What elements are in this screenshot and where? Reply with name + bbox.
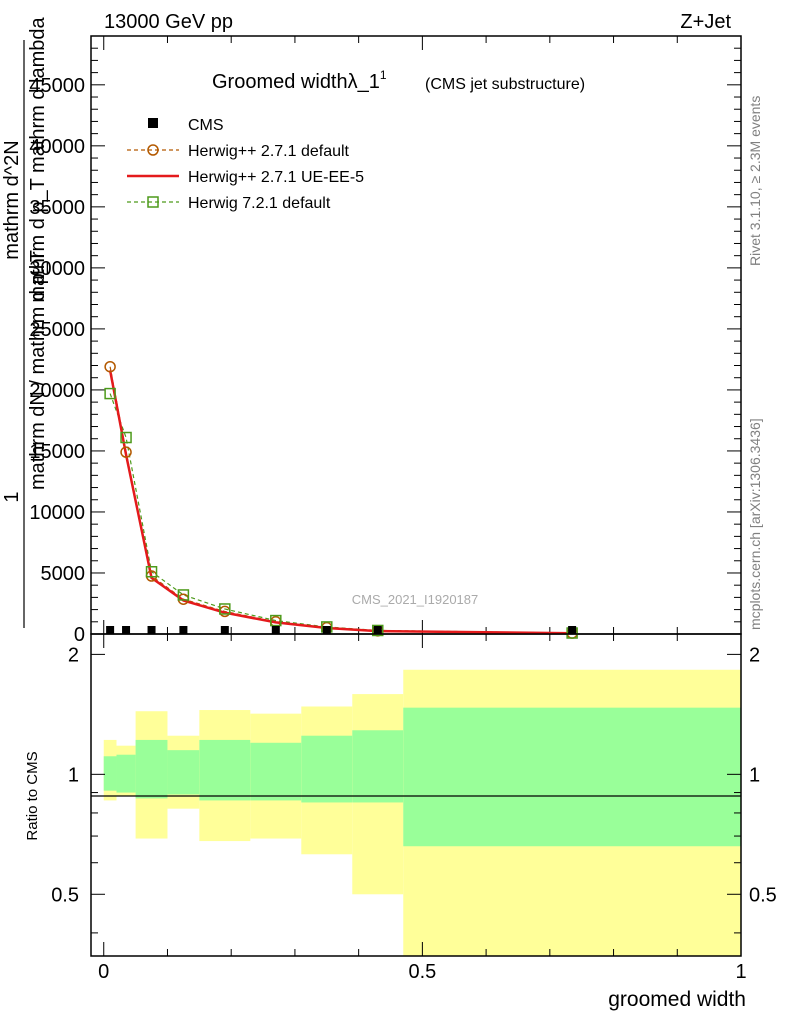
cms-data-point [373, 626, 382, 634]
ratio-inner-band-bin [403, 707, 741, 847]
series-point-herwig-default [120, 446, 132, 458]
main-y-tick-label: 25000 [29, 319, 85, 341]
ratio-inner-band-bin [250, 742, 302, 801]
legend-marker-herwig7 [147, 196, 159, 208]
ratio-y-tick-label: 1 [68, 764, 79, 786]
legend-label-cms: CMS [188, 117, 224, 134]
main-y-tick-label: 45000 [29, 75, 85, 97]
cms-data-point [122, 626, 131, 634]
series-line-2 [108, 370, 573, 635]
ylabel-numerator-1: 1 [1, 491, 23, 502]
ratio-y-tick-label-right: 0.5 [749, 884, 777, 906]
ratio-inner-band-bin [199, 739, 251, 801]
ratio-inner-band-bin [167, 750, 200, 795]
main-y-tick-label: 10000 [29, 502, 85, 524]
ratio-inner-band-bin [352, 730, 404, 803]
series-line-1 [109, 366, 573, 634]
cms-data-point [106, 626, 115, 634]
series-point-herwig7 [120, 431, 132, 444]
x-axis-label: groomed width [608, 988, 746, 1011]
analysis-watermark: CMS_2021_I1920187 [352, 592, 479, 607]
series-point-herwig7 [270, 614, 282, 627]
main-plot-panel: 0 5000 10000 15000 20000 25000 30000 35000 40000… [1, 16, 742, 646]
main-y-tick-label: 35000 [29, 197, 85, 219]
legend-marker-cms [148, 118, 158, 128]
header-energy: 13000 GeV pp [104, 11, 233, 33]
ylabel-numerator-2: mathrm d^2N [1, 140, 23, 259]
ratio-axis-ticks: 0.5 0.5 1 1 2 2 0 0.5 1 [51, 634, 777, 983]
ratio-inner-band-bin [135, 739, 168, 799]
series-point-herwig7 [177, 589, 190, 601]
ratio-y-tick-label-right: 2 [749, 644, 760, 666]
main-y-tick-label: 30000 [29, 258, 85, 280]
ratio-inner-band-bin [116, 754, 136, 793]
plot-title: Groomed widthλ_11 [212, 68, 387, 93]
header-process: Z+Jet [680, 11, 731, 33]
ylabel-denominator-1: mathrm dN / mathrm d p_T [27, 250, 49, 490]
main-y-tick-label: 5000 [41, 563, 86, 585]
cms-data-point [220, 626, 229, 634]
main-series-group [104, 360, 578, 639]
ratio-plot-frame [90, 633, 742, 957]
plot-subtitle: (CMS jet substructure) [425, 76, 585, 93]
rivet-version-label: Rivet 3.1.10, ≥ 2.3M events [747, 96, 763, 266]
ratio-y-axis-label: Ratio to CMS [24, 751, 41, 840]
series-point-herwig7 [219, 603, 231, 615]
series-point-herwig7 [372, 624, 384, 637]
x-tick-label: 1 [735, 961, 746, 983]
legend-label-herwig7: Herwig 7.2.1 default [188, 195, 331, 212]
series-point-herwig7 [104, 387, 116, 400]
legend-label-herwig-ueee5: Herwig++ 2.7.1 UE-EE-5 [188, 169, 364, 186]
ratio-y-tick-label-right: 1 [749, 764, 760, 786]
ylabel-denominator-2: mathrm d p_T mathrm d lambda [27, 16, 49, 302]
x-tick-label: 0.5 [408, 961, 436, 983]
ratio-inner-band-bin [103, 756, 117, 791]
cms-data-point [568, 626, 577, 634]
main-y-axis-label: 1 mathrm dN / mathrm d p_T mathrm d^2N m… [1, 16, 49, 628]
x-tick-label: 0 [98, 961, 109, 983]
ratio-y-tick-label: 2 [68, 644, 79, 666]
cms-data-point [147, 626, 156, 634]
cms-data-point [322, 626, 331, 634]
mcplots-citation-label: mcplots.cern.ch [arXiv:1306.3436] [747, 418, 763, 630]
main-y-tick-label: 0 [74, 624, 85, 646]
ratio-inner-band-bin [301, 735, 353, 803]
series-point-herwig-default [104, 360, 116, 373]
legend-marker-herwig-default [147, 144, 159, 156]
main-y-tick-label: 15000 [29, 441, 85, 463]
series-point-herwig7 [145, 566, 158, 578]
legend: CMS Herwig++ 2.7.1 default Herwig++ 2.7.… [127, 117, 364, 212]
cms-data-point [271, 626, 280, 634]
legend-label-herwig-default: Herwig++ 2.7.1 default [188, 143, 350, 160]
main-axis-ticks: 0 5000 10000 15000 20000 25000 30000 35000 40000… [29, 36, 742, 646]
cms-data-point [179, 626, 188, 634]
main-y-tick-label: 20000 [29, 380, 85, 402]
ratio-plot-panel: 0.5 0.5 1 1 2 2 0 0.5 1 Ratio to CMS groomed wid… [24, 633, 777, 1011]
ratio-uncertainty-bands [103, 669, 741, 956]
main-y-tick-label: 40000 [29, 136, 85, 158]
ratio-y-tick-label: 0.5 [51, 884, 79, 906]
series-line-3 [109, 393, 573, 634]
